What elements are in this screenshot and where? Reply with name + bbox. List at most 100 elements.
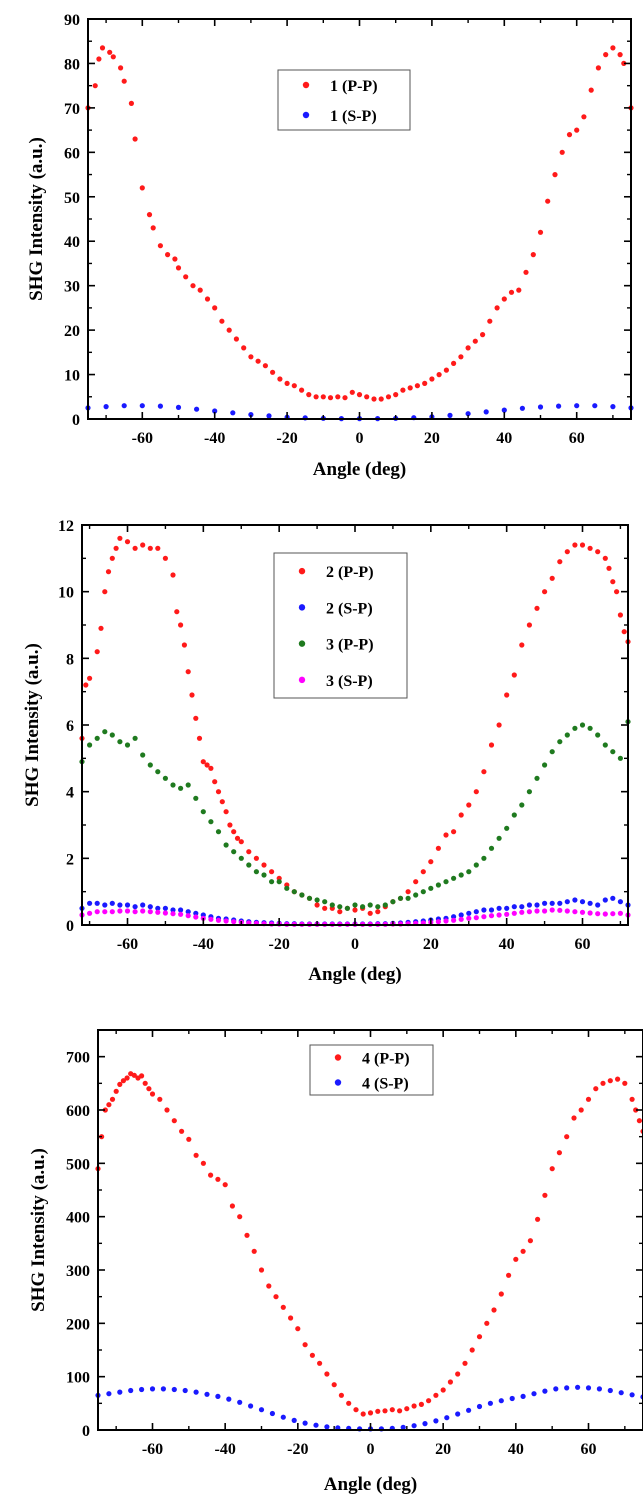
- data-point: [447, 1379, 453, 1385]
- data-point: [564, 908, 570, 914]
- data-point: [261, 872, 267, 878]
- data-point: [443, 832, 449, 838]
- data-point: [190, 283, 196, 289]
- legend-label: 4 (S-P): [362, 1076, 409, 1093]
- data-point: [314, 902, 320, 908]
- data-point: [306, 392, 312, 398]
- data-point: [602, 897, 608, 903]
- data-point: [185, 909, 191, 915]
- data-point: [519, 405, 526, 411]
- data-point: [564, 1134, 570, 1140]
- data-point: [273, 1294, 279, 1300]
- data-point: [269, 879, 275, 885]
- data-point: [615, 1076, 621, 1082]
- data-point: [451, 875, 457, 881]
- data-point: [542, 762, 548, 768]
- data-point: [513, 1256, 519, 1262]
- data-point: [322, 905, 328, 911]
- data-point: [617, 910, 624, 916]
- legend-label: 1 (P-P): [330, 78, 378, 95]
- y-tick-label: 0: [82, 1423, 90, 1440]
- data-point: [261, 862, 267, 868]
- data-point: [617, 52, 623, 58]
- x-tick-label: -40: [204, 430, 225, 447]
- data-point: [146, 212, 153, 218]
- data-point: [617, 755, 624, 761]
- data-point: [139, 1386, 145, 1393]
- data-point: [400, 1424, 406, 1430]
- data-point: [103, 404, 109, 410]
- legend-box: [309, 1044, 434, 1096]
- data-point: [435, 845, 441, 851]
- legend-label: 2 (P-P): [326, 564, 374, 581]
- data-point: [566, 132, 573, 138]
- y-tick-label: 50: [64, 190, 80, 207]
- data-point: [215, 917, 222, 923]
- data-point: [498, 1291, 504, 1297]
- data-point: [491, 1307, 497, 1313]
- data-point: [595, 911, 601, 917]
- y-axis-label: SHG Intensity (a.u.): [22, 643, 43, 807]
- data-point: [132, 735, 138, 741]
- data-point: [189, 692, 195, 698]
- data-point: [352, 902, 358, 908]
- data-point: [208, 1172, 214, 1178]
- data-point: [458, 354, 464, 360]
- data-point: [629, 1096, 635, 1102]
- data-point: [542, 908, 548, 914]
- data-point: [385, 394, 392, 400]
- data-point: [606, 565, 612, 571]
- data-point: [465, 345, 471, 351]
- data-point: [483, 409, 489, 415]
- data-point: [128, 100, 134, 106]
- data-point: [356, 392, 363, 398]
- data-point: [440, 1387, 446, 1393]
- data-point: [617, 612, 624, 618]
- data-point: [496, 835, 502, 841]
- data-point: [344, 905, 350, 911]
- data-point: [140, 908, 146, 914]
- data-point: [231, 829, 237, 835]
- legend-marker: [298, 567, 306, 575]
- data-point: [204, 1391, 210, 1397]
- data-point: [534, 775, 540, 781]
- data-point: [162, 555, 168, 561]
- data-point: [212, 305, 218, 311]
- data-point: [269, 1410, 275, 1417]
- data-point: [572, 542, 578, 548]
- data-point: [564, 1385, 570, 1391]
- data-point: [549, 1166, 555, 1172]
- data-point: [559, 149, 565, 155]
- data-point: [117, 1389, 123, 1395]
- y-tick-label: 0: [72, 412, 80, 429]
- data-point: [607, 1387, 613, 1394]
- data-point: [121, 78, 127, 84]
- data-point: [179, 1128, 185, 1134]
- series-2: [95, 1384, 643, 1432]
- data-point: [553, 1386, 559, 1392]
- data-point: [246, 849, 252, 855]
- data-point: [140, 902, 146, 908]
- data-point: [117, 535, 123, 541]
- x-tick-label: -60: [142, 1441, 163, 1458]
- data-point: [162, 905, 168, 911]
- data-point: [622, 1080, 628, 1086]
- data-point: [511, 910, 517, 916]
- data-point: [248, 1403, 254, 1409]
- data-point: [411, 1403, 417, 1409]
- data-point: [360, 1411, 366, 1417]
- data-point: [306, 895, 313, 901]
- data-point: [196, 735, 203, 741]
- data-point: [337, 904, 343, 910]
- data-point: [400, 387, 406, 393]
- data-point: [549, 749, 555, 755]
- data-point: [170, 911, 176, 917]
- data-point: [291, 1417, 297, 1423]
- x-tick-label: 60: [581, 1441, 597, 1458]
- data-point: [147, 762, 153, 768]
- data-point: [537, 404, 544, 410]
- data-point: [444, 1415, 450, 1421]
- x-tick-label: 20: [435, 1441, 451, 1458]
- data-point: [473, 909, 479, 915]
- data-point: [473, 789, 479, 795]
